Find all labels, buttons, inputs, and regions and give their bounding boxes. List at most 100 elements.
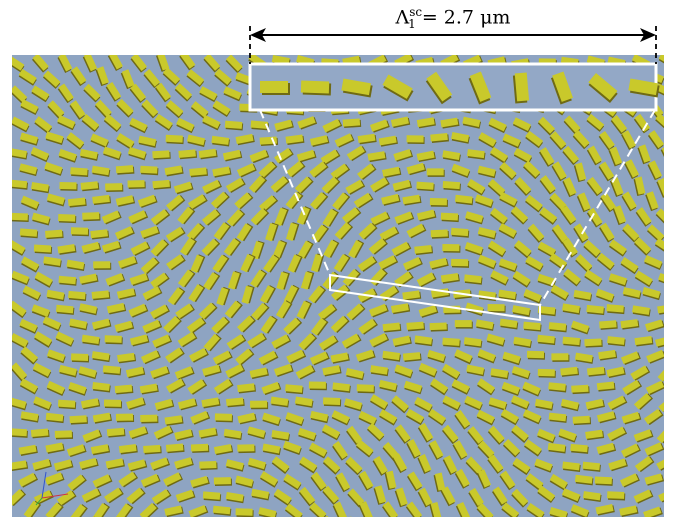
particle <box>140 414 159 424</box>
particle <box>442 337 461 348</box>
particle <box>378 135 398 147</box>
particle <box>584 338 603 348</box>
particle <box>46 380 66 397</box>
particle <box>402 290 422 301</box>
particle <box>322 208 339 227</box>
particle <box>223 238 242 257</box>
particle <box>454 468 470 489</box>
particle <box>346 303 366 321</box>
zoom-particle <box>341 78 373 98</box>
particle <box>164 165 184 177</box>
particle <box>18 472 39 488</box>
particle <box>341 333 362 349</box>
particle <box>174 428 194 441</box>
particle <box>271 456 290 474</box>
particle <box>369 119 390 133</box>
particle <box>251 488 270 501</box>
particle <box>634 336 654 347</box>
particle <box>596 252 615 271</box>
particle <box>390 303 411 315</box>
particle <box>70 504 88 517</box>
particle <box>165 347 185 364</box>
particle <box>406 321 426 332</box>
particle <box>187 378 208 395</box>
particle <box>406 162 427 176</box>
particle <box>525 130 544 149</box>
particle <box>43 256 62 268</box>
particle <box>223 86 242 102</box>
particle <box>308 442 328 459</box>
particle <box>285 384 304 395</box>
particle <box>177 331 198 348</box>
particle <box>537 241 557 258</box>
particle <box>240 253 256 273</box>
particle <box>621 411 642 425</box>
particle <box>606 366 626 379</box>
particle <box>571 384 590 395</box>
particle <box>490 368 509 380</box>
particle <box>30 428 50 439</box>
particle <box>440 486 456 507</box>
particle <box>451 258 470 268</box>
particle <box>57 55 73 74</box>
particle <box>342 118 362 129</box>
particle <box>477 348 497 364</box>
particle <box>283 473 302 491</box>
particle <box>633 113 651 134</box>
particle <box>152 150 171 160</box>
particle <box>177 206 196 225</box>
particle <box>488 397 508 411</box>
scale-subscript: 1 <box>408 17 416 32</box>
particle <box>441 424 459 445</box>
particle <box>620 443 641 459</box>
particle <box>655 113 664 132</box>
particle <box>414 396 433 413</box>
particle <box>658 55 664 69</box>
particle <box>309 135 330 148</box>
particle <box>212 254 230 273</box>
particle <box>523 289 543 304</box>
particle <box>655 208 664 228</box>
particle <box>345 368 365 381</box>
particle <box>152 179 172 190</box>
particle <box>368 238 388 255</box>
particle <box>12 300 27 319</box>
particle <box>538 147 555 167</box>
particle <box>175 303 195 320</box>
particle <box>382 501 399 517</box>
particle <box>502 351 522 366</box>
particle <box>586 304 605 316</box>
particle <box>609 177 624 198</box>
particle <box>658 488 664 503</box>
particle <box>177 269 196 288</box>
particle <box>537 305 557 317</box>
particle <box>216 286 231 306</box>
particle <box>198 148 218 160</box>
particle <box>46 349 66 364</box>
particle <box>174 366 195 380</box>
particle <box>91 290 111 301</box>
particle <box>212 100 231 118</box>
particle <box>474 194 494 209</box>
particle <box>402 194 422 206</box>
particle <box>275 300 293 319</box>
particle <box>523 321 542 332</box>
particle <box>199 460 218 471</box>
particle <box>225 363 246 379</box>
particle <box>330 163 351 180</box>
particle <box>31 85 50 103</box>
particle <box>214 413 233 423</box>
particle <box>295 364 316 380</box>
particle <box>296 300 313 320</box>
zoom-particle <box>550 71 574 105</box>
particle <box>296 149 317 163</box>
particle <box>429 322 448 332</box>
particle <box>562 145 580 166</box>
particle <box>487 178 506 198</box>
particle <box>584 269 603 287</box>
particle <box>358 222 378 240</box>
scale-label: Λsc1 = 2.7 μm <box>250 0 656 36</box>
particle <box>308 285 327 304</box>
particle <box>66 444 87 458</box>
particle <box>598 130 615 151</box>
